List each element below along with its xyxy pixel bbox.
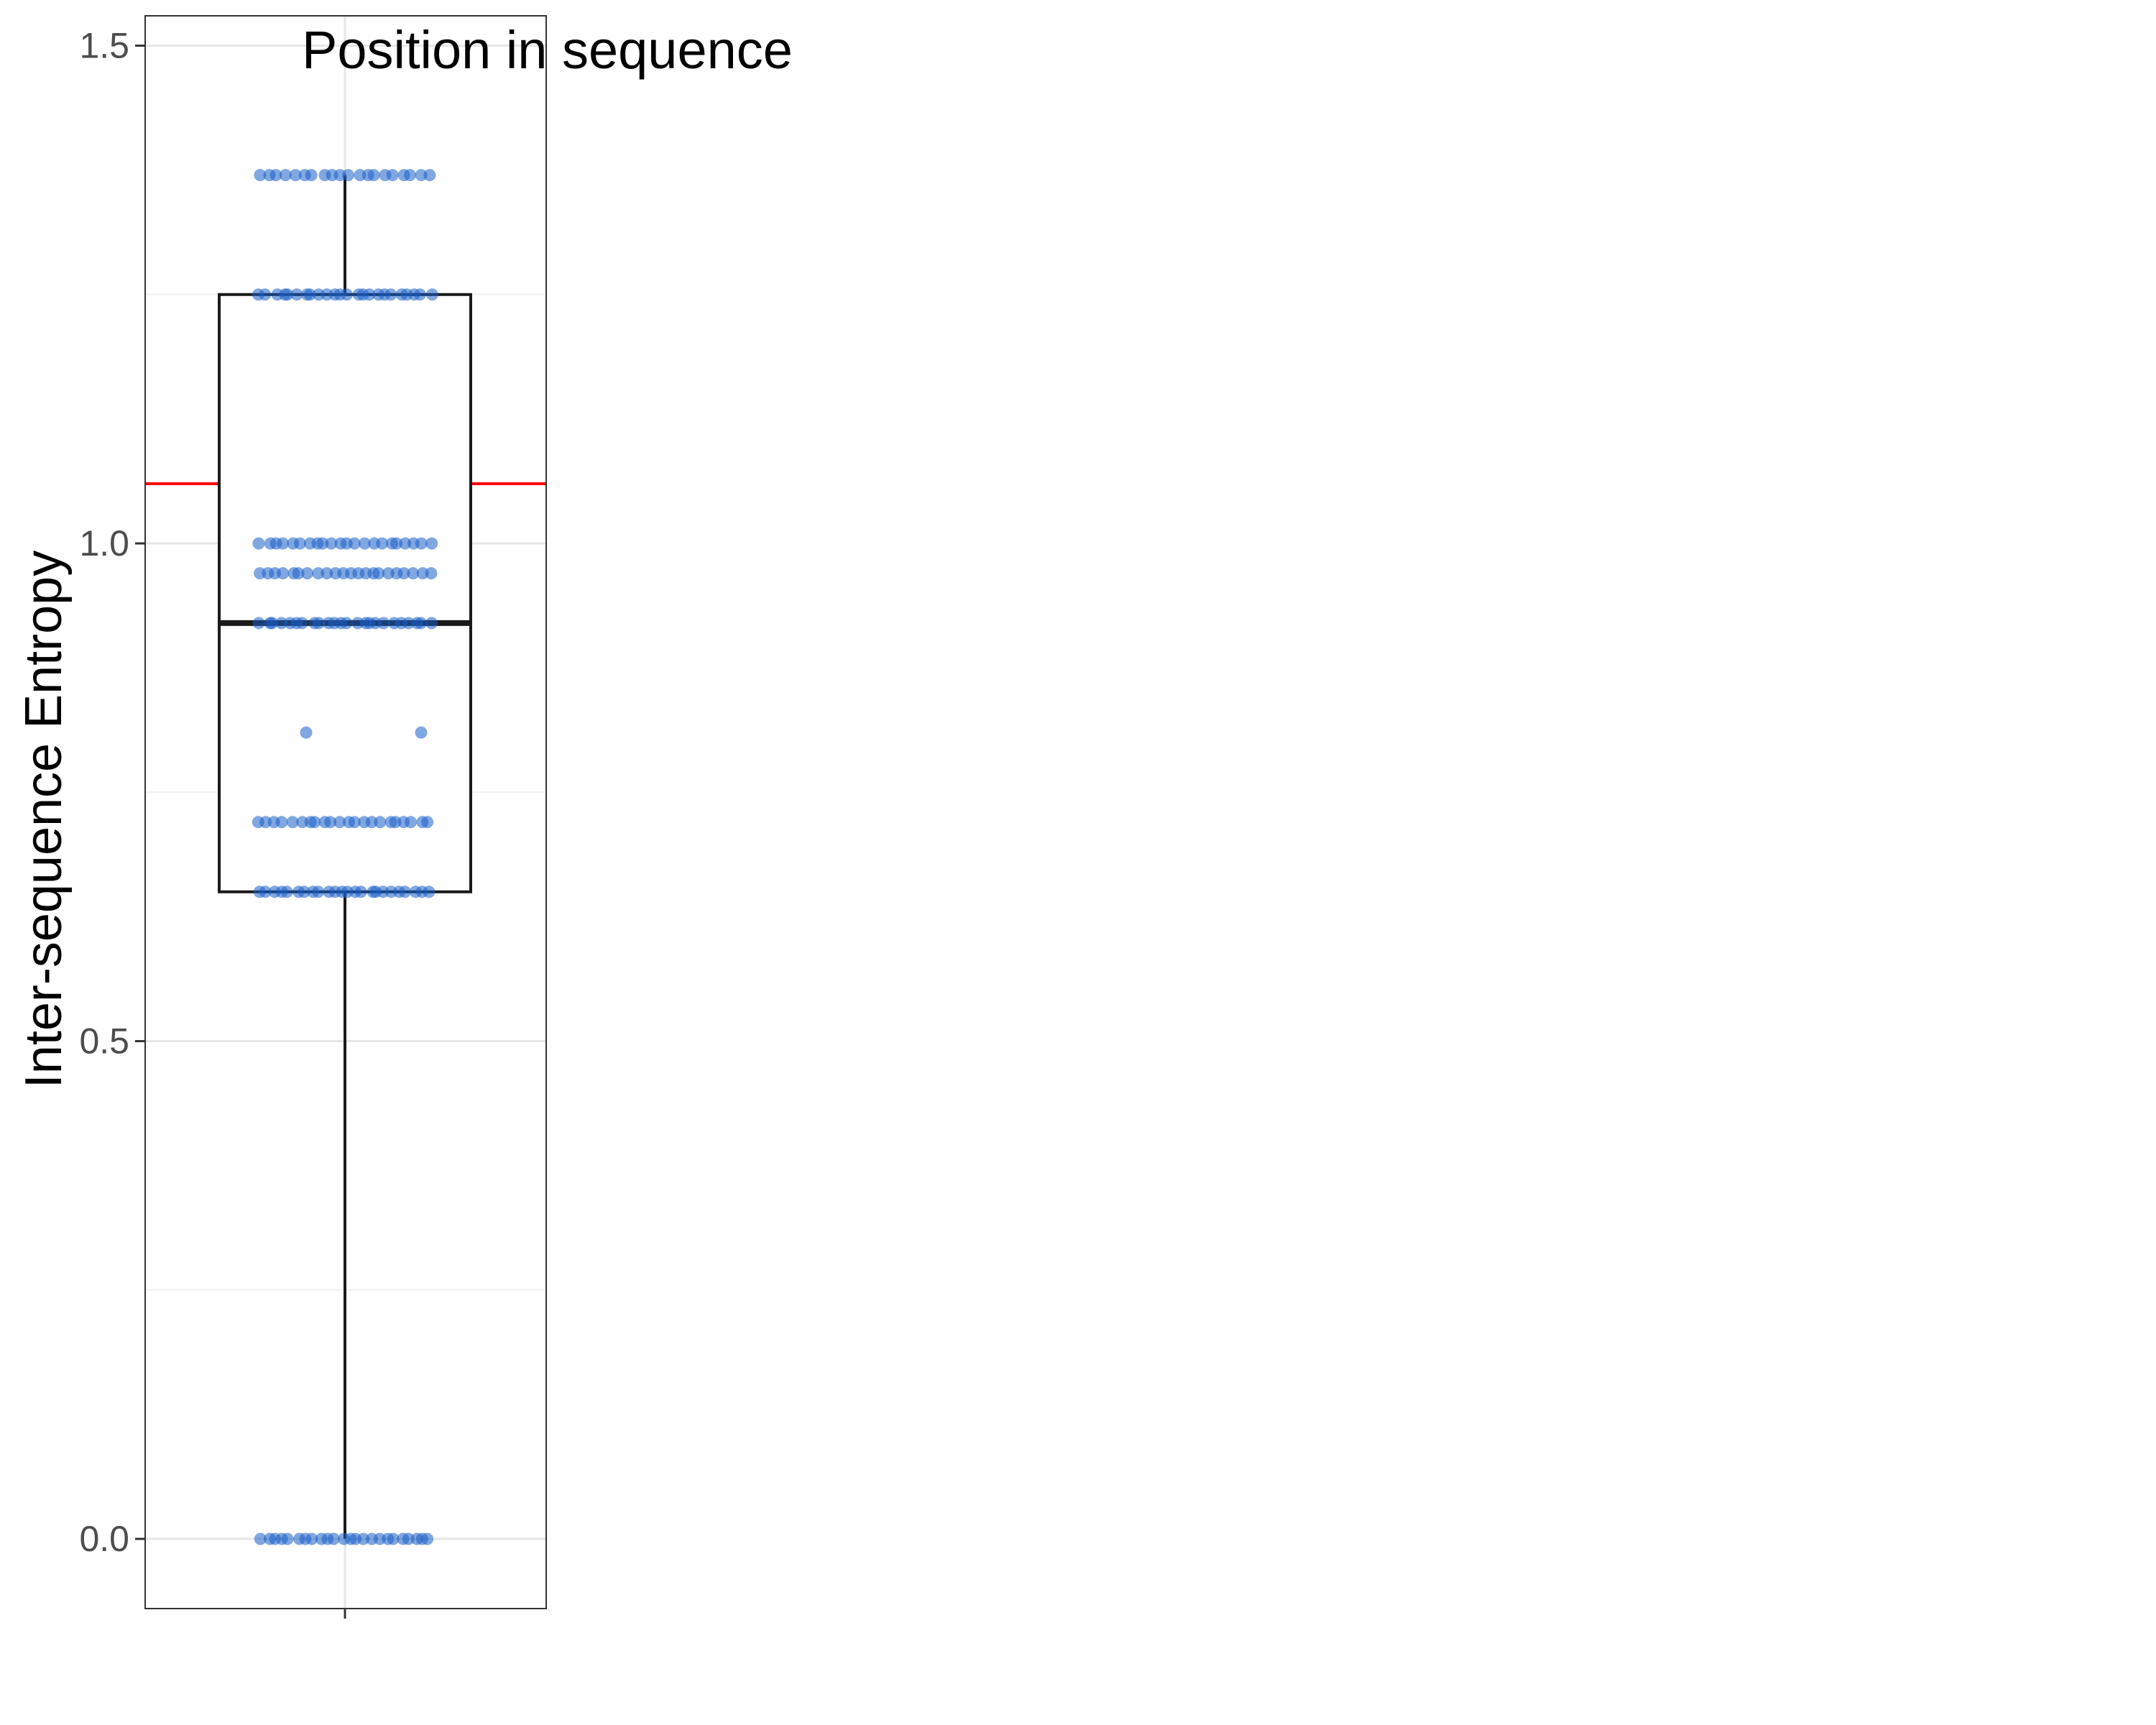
data-point [374,816,387,829]
points-layer [252,169,438,1545]
data-point [407,567,420,580]
data-point [341,288,353,301]
data-point [415,169,428,182]
data-point [295,617,308,630]
data-point [312,567,325,580]
data-point [402,617,415,630]
data-point [275,617,288,630]
data-point [300,726,313,739]
data-point [281,288,294,301]
data-point [293,537,306,550]
data-point [280,886,293,898]
plot-title: Position in sequence [302,20,793,80]
data-point [348,537,361,550]
data-point [252,537,265,550]
data-point [423,169,436,182]
data-point [399,537,412,550]
y-tick-label: 0.0 [79,1519,129,1559]
data-point [340,617,353,630]
data-point [312,886,325,898]
data-point [390,537,403,550]
data-point [405,816,417,829]
data-point [316,537,329,550]
y-tick-label: 0.5 [79,1021,129,1062]
data-point [266,617,279,630]
data-point [281,1532,294,1545]
data-point [403,169,416,182]
data-point [387,1532,400,1545]
data-point [421,816,434,829]
data-point [275,816,288,829]
data-point [372,567,385,580]
data-point [376,537,389,550]
data-point [365,816,378,829]
data-point [301,567,314,580]
data-point [277,567,290,580]
data-point [415,617,428,630]
data-point [279,169,292,182]
data-point [397,567,410,580]
data-point [277,537,290,550]
data-point [423,886,436,898]
data-point [308,816,321,829]
data-point [425,617,438,630]
data-point [367,169,380,182]
data-point [305,169,318,182]
data-point [259,886,272,898]
data-point [399,886,411,898]
data-point [333,816,346,829]
box-iqr [218,293,472,893]
data-point [384,288,397,301]
axis-layer: 0.0 0.5 1.0 1.5 [79,15,547,1619]
data-point [313,617,326,630]
data-point [254,169,267,182]
data-point [325,537,338,550]
y-axis-title: Inter-sequence Entropy [15,551,73,1088]
y-tick-label: 1.0 [79,523,129,564]
data-point [305,1532,318,1545]
data-point [290,288,303,301]
data-point [402,1532,415,1545]
data-point [425,537,438,550]
data-point [377,617,390,630]
data-point [357,1532,370,1545]
data-point [254,1532,267,1545]
data-point [286,816,299,829]
data-point [292,567,305,580]
data-point [413,288,426,301]
data-point [358,537,371,550]
data-point [259,288,272,301]
data-point [415,537,428,550]
data-point [421,1532,434,1545]
data-point [425,567,438,580]
data-point [416,567,429,580]
data-point [298,886,310,898]
data-point [363,288,376,301]
data-point [324,816,337,829]
data-point [342,169,354,182]
data-point [289,169,302,182]
data-point [386,169,399,182]
data-point [327,1532,340,1545]
data-point [354,886,367,898]
data-point [252,617,265,630]
data-point [321,567,333,580]
data-point [303,288,316,301]
data-point [425,288,438,301]
data-point [270,169,282,182]
box-layer [218,175,472,1540]
data-point [415,726,428,739]
data-point [348,816,361,829]
y-tick-label: 1.5 [79,26,129,66]
